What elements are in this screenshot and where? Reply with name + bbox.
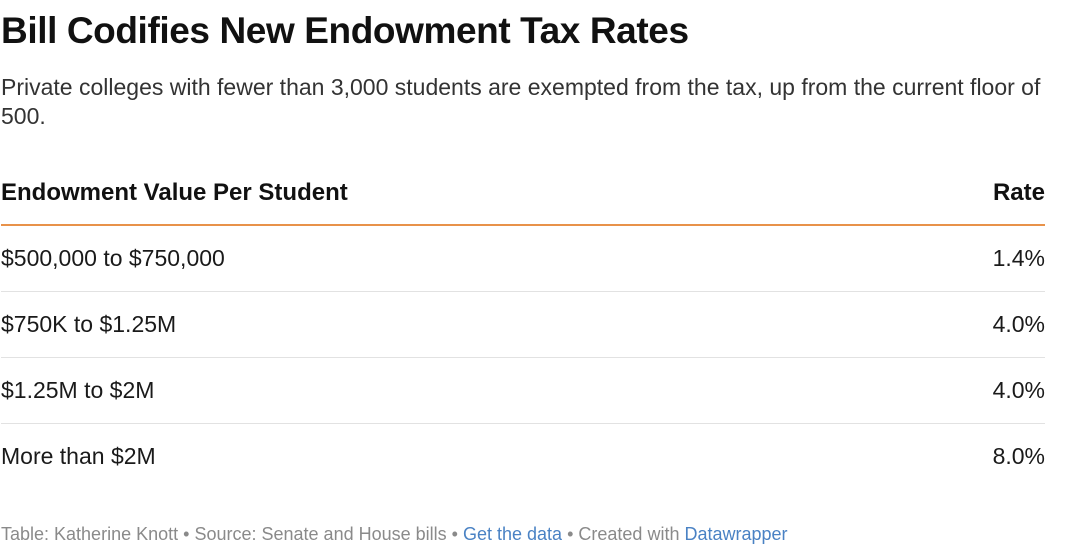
column-header-endowment[interactable]: Endowment Value Per Student (1, 162, 908, 226)
chart-subtitle: Private colleges with fewer than 3,000 s… (1, 74, 1041, 129)
get-the-data-link[interactable]: Get the data (462, 524, 563, 544)
rates-table: Endowment Value Per Student Rate $500,00… (1, 162, 1045, 489)
table-header-row: Endowment Value Per Student Rate (1, 162, 1045, 226)
row-rate: 4.0% (907, 291, 1045, 358)
table-row: $750K to $1.25M 4.0% (1, 291, 1045, 358)
source-note: Source: Senate and House bills (194, 524, 447, 544)
table-row: $500,000 to $750,000 1.4% (1, 225, 1045, 292)
table-row: More than $2M 8.0% (1, 424, 1045, 490)
footer-separator: • (183, 524, 190, 544)
datawrapper-link[interactable]: Datawrapper (684, 524, 788, 544)
row-range: $500,000 to $750,000 (1, 225, 908, 292)
byline: Table: Katherine Knott (1, 524, 179, 544)
created-with-label: Created with (578, 524, 680, 544)
row-range: $1.25M to $2M (1, 357, 908, 424)
table-row: $1.25M to $2M 4.0% (1, 357, 1045, 424)
row-range: $750K to $1.25M (1, 291, 908, 358)
footer-separator: • (451, 524, 458, 544)
footer-separator: • (567, 524, 574, 544)
row-rate: 8.0% (992, 443, 1045, 469)
row-rate: 1.4% (907, 225, 1045, 292)
chart-title: Bill Codifies New Endowment Tax Rates (1, 10, 689, 51)
column-header-rate[interactable]: Rate (907, 162, 1045, 226)
row-rate: 4.0% (907, 357, 1045, 424)
chart-footer: Table: Katherine Knott • Source: Senate … (1, 524, 788, 545)
row-range: More than $2M (1, 443, 156, 469)
